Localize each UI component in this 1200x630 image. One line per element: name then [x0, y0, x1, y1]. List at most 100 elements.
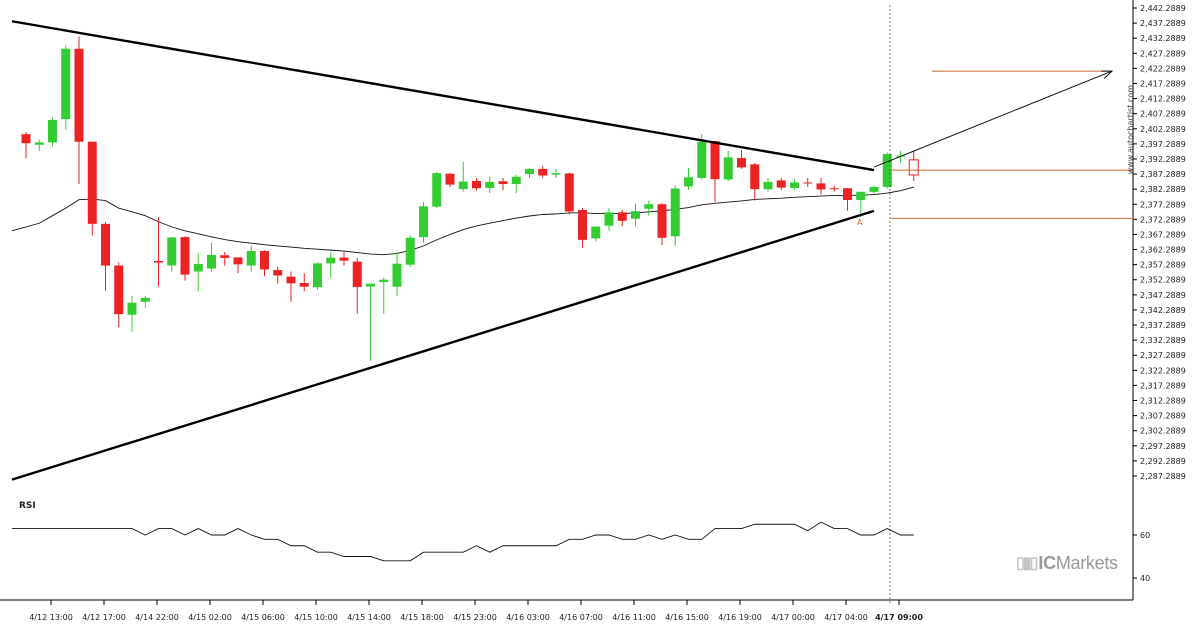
candle-body [101, 223, 110, 266]
price-tick-label: 2,327.2889 [1140, 351, 1186, 360]
rsi-line [12, 521, 914, 562]
time-tick-label: 4/15 02:00 [188, 613, 232, 622]
price-tick-label: 2,312.2889 [1140, 397, 1186, 406]
moving-average [11, 186, 914, 256]
time-tick-label: 4/14 22:00 [135, 613, 179, 622]
candle-body [313, 263, 322, 288]
candle-body [856, 191, 866, 200]
candle-body [233, 257, 243, 265]
candle-body [286, 276, 296, 284]
candle-body [882, 154, 892, 188]
rsi-label: RSI [19, 501, 36, 511]
price-tick-label: 2,342.2889 [1140, 306, 1186, 315]
time-tick-label: 4/17 04:00 [824, 613, 868, 622]
candle-body [140, 297, 150, 302]
time-tick-label: 4/12 13:00 [29, 613, 73, 622]
candle-body [816, 183, 826, 190]
price-tick-label: 2,362.2889 [1140, 246, 1186, 255]
pattern-point-label: A [857, 218, 863, 227]
candle-body [803, 182, 813, 184]
price-tick-label: 2,367.2889 [1140, 230, 1186, 239]
candle-body [326, 257, 336, 264]
rsi-axis: 60 40 [1133, 531, 1150, 583]
candle-body [657, 204, 667, 238]
candle-body [564, 173, 574, 212]
autochartist-watermark: www.autochartist.com [1126, 85, 1135, 175]
candle-body [379, 279, 389, 283]
price-tick-label: 2,412.2889 [1140, 95, 1186, 104]
price-tick-label: 2,307.2889 [1140, 412, 1186, 421]
rsi-tick-label: 60 [1140, 531, 1150, 540]
price-tick-label: 2,292.2889 [1140, 457, 1186, 466]
support-trendline [11, 209, 875, 481]
price-tick-label: 2,437.2889 [1140, 19, 1186, 28]
candle-body [511, 176, 521, 184]
candle-body [127, 302, 137, 315]
price-tick-label: 2,422.2889 [1140, 64, 1186, 73]
time-tick-label: 4/15 18:00 [400, 613, 444, 622]
candle-body [591, 226, 601, 239]
candle-body [843, 188, 852, 200]
candle-body [498, 181, 508, 184]
candle-body [154, 260, 163, 263]
candle-body [207, 254, 216, 269]
logo-ic: IC [1038, 552, 1056, 573]
candle-body [432, 173, 442, 207]
candle-body [193, 264, 203, 272]
time-tick-label: 4/16 03:00 [506, 613, 550, 622]
price-tick-label: 2,357.2889 [1140, 261, 1186, 270]
candle-body [631, 211, 640, 219]
candle-body [34, 142, 44, 145]
logo-bars-icon: ▯▮▯ [1016, 555, 1038, 572]
price-tick-label: 2,347.2889 [1140, 291, 1186, 300]
projection-arrowhead [1101, 70, 1114, 79]
rsi-tick-label: 40 [1140, 574, 1150, 583]
candle-body [485, 181, 495, 188]
candle-body [21, 134, 31, 144]
candle-body [538, 168, 548, 176]
price-tick-label: 2,392.2889 [1140, 155, 1186, 164]
time-tick-label: 4/15 06:00 [241, 613, 285, 622]
price-tick-label: 2,372.2889 [1140, 215, 1186, 224]
price-tick-label: 2,287.2889 [1140, 472, 1186, 481]
candle-body [604, 212, 614, 226]
resistance-trendline [11, 20, 875, 172]
candle-body [48, 119, 57, 143]
price-tick-label: 2,297.2889 [1140, 442, 1186, 451]
candle-body [723, 157, 733, 180]
rsi-panel: RSI [12, 501, 914, 562]
time-tick-label: 4/15 23:00 [453, 613, 497, 622]
candle-body [114, 265, 124, 315]
candle-body [750, 164, 760, 190]
price-tick-label: 2,432.2889 [1140, 34, 1186, 43]
candle-body [273, 270, 283, 276]
candle-body [551, 173, 561, 175]
price-tick-label: 2,417.2889 [1140, 79, 1186, 88]
time-tick-label: 4/16 11:00 [612, 613, 656, 622]
candle-body [790, 182, 799, 188]
candle-body [392, 263, 402, 287]
price-tick-label: 2,352.2889 [1140, 276, 1186, 285]
candle-body [684, 177, 693, 187]
candle-body [869, 187, 879, 192]
time-tick-label: 4/16 07:00 [559, 613, 603, 622]
candle-body [525, 168, 534, 175]
price-tick-label: 2,427.2889 [1140, 49, 1186, 58]
price-axis: 2,442.2889 2,437.2889 2,432.2889 2,427.2889… [1132, 0, 1186, 600]
candle-body [299, 283, 309, 287]
price-tick-label: 2,402.2889 [1140, 125, 1186, 134]
time-axis: 4/12 13:00 4/12 17:00 4/14 22:00 4/15 02:00… [0, 599, 1133, 622]
candle-body [339, 257, 349, 261]
candlesticks [21, 36, 919, 361]
candle-body [908, 159, 919, 176]
candle-body [472, 180, 481, 189]
candle-body [419, 206, 428, 238]
candle-body [366, 283, 375, 287]
icmarkets-logo: ▯▮▯ IC Markets [1016, 553, 1118, 573]
logo-markets: Markets [1055, 552, 1118, 573]
time-tick-label: 4/15 10:00 [294, 613, 338, 622]
price-tick-label: 2,302.2889 [1140, 427, 1186, 436]
pattern-overlays: A [11, 5, 1133, 605]
time-tick-label: 4/16 19:00 [718, 613, 762, 622]
time-tick-label: 4/17 00:00 [771, 613, 815, 622]
